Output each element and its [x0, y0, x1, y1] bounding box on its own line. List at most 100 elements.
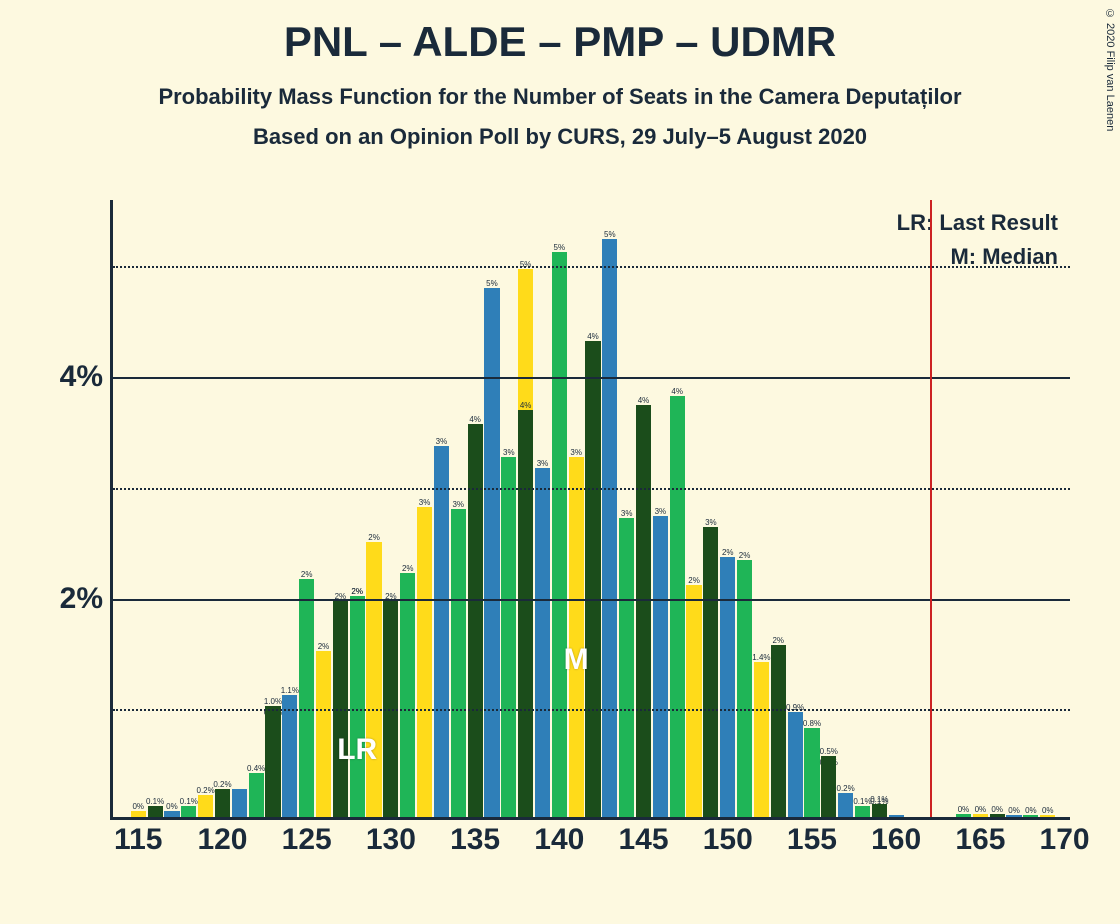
bar: 0.1%: [872, 804, 887, 817]
bar: 5%: [552, 252, 567, 817]
y-axis-label: 2%: [60, 582, 103, 616]
bar: 4%: [636, 405, 651, 817]
bar: 2%: [299, 579, 314, 817]
x-axis-label: 160: [871, 823, 921, 857]
bar-value-label: 3%: [655, 507, 667, 516]
y-axis-label: 4%: [60, 360, 103, 394]
copyright-text: © 2020 Filip van Laenen: [1104, 8, 1116, 131]
bar: 3%: [501, 457, 516, 817]
bar-value-label: 4%: [469, 415, 481, 424]
x-axis-label: 140: [534, 823, 584, 857]
x-axis-label: 155: [787, 823, 837, 857]
bar: 0.1%: [855, 806, 870, 817]
bar-value-label: 0.8%: [803, 719, 821, 728]
bars-container: 0%0.1%0%0.1%0.2%0.2%0.4%0.9%1.0%1.1%2%2%…: [113, 200, 1070, 817]
bar: 2%: [400, 573, 415, 817]
bar-value-label: 5%: [486, 279, 498, 288]
bar-value-label: 5%: [604, 230, 616, 239]
bar: 3%: [417, 507, 432, 817]
bar: 0.5%: [821, 756, 836, 817]
title-sub2: Based on an Opinion Poll by CURS, 29 Jul…: [0, 124, 1120, 150]
bar: 4%: [585, 341, 600, 817]
bar-value-label: 3%: [621, 509, 633, 518]
bar-value-label: 0%: [1025, 806, 1037, 815]
bar: 3%: [434, 446, 449, 817]
bar-value-label: 2%: [722, 548, 734, 557]
plot-area: LR: Last Result M: Median 0%0.1%0%0.1%0.…: [110, 200, 1070, 820]
bar-value-label: 3%: [503, 448, 515, 457]
bar-value-label: 1.0%: [264, 697, 282, 706]
bar-value-label: 0.1%: [146, 797, 164, 806]
bar: 0.2%: [198, 795, 213, 817]
bar-value-label: 0.4%: [247, 764, 265, 773]
x-axis-label: 115: [114, 823, 162, 857]
bar: 4%: [518, 410, 533, 817]
bar-value-label: 2%: [739, 551, 751, 560]
bar-value-label: 2%: [351, 587, 363, 596]
bar: 0.9%: [788, 712, 803, 817]
bar-value-label: 0.1%: [870, 795, 888, 804]
bar: 4%: [670, 396, 685, 817]
x-axis-label: 130: [366, 823, 416, 857]
bar: 3%: [451, 509, 466, 817]
bar: 4%: [468, 424, 483, 817]
bar-value-label: 1.4%: [752, 653, 770, 662]
x-axis-label: 135: [450, 823, 500, 857]
bar: 3%: [535, 468, 550, 817]
bar-value-label: 4%: [587, 332, 599, 341]
x-axis-label: 125: [282, 823, 332, 857]
bar: 3%: [653, 516, 668, 817]
bar-value-label: 3%: [452, 500, 464, 509]
gridline: [113, 488, 1070, 490]
bar: [889, 815, 904, 817]
title-main: PNL – ALDE – PMP – UDMR: [0, 18, 1120, 66]
bar: 2%: [350, 596, 365, 817]
bar-value-label: 2%: [368, 533, 380, 542]
annotation-m: M: [564, 643, 589, 677]
gridline: [113, 599, 1070, 601]
title-sub1: Probability Mass Function for the Number…: [0, 84, 1120, 110]
bar: 3%: [569, 457, 584, 817]
bar: [232, 789, 247, 817]
gridline: [113, 266, 1070, 268]
bar-value-label: 2%: [301, 570, 313, 579]
bar-value-label: 3%: [537, 459, 549, 468]
gridline: [113, 709, 1070, 711]
bar: 0.2%: [215, 789, 230, 817]
bar-value-label: 4%: [520, 401, 532, 410]
bar-value-label: 2%: [688, 576, 700, 585]
x-axis-label: 120: [197, 823, 247, 857]
bar: 2%: [366, 542, 381, 817]
bar-value-label: 0.1%: [180, 797, 198, 806]
x-axis-label: 150: [703, 823, 753, 857]
bar-value-label: 3%: [419, 498, 431, 507]
bar-value-label: 4%: [638, 396, 650, 405]
bar-value-label: 1.1%: [281, 686, 299, 695]
annotation-lr: LR: [337, 733, 377, 767]
bar-value-label: 0.5%: [820, 747, 838, 756]
bar: 2%: [316, 651, 331, 817]
bar-value-label: 0%: [975, 805, 987, 814]
gridline: [113, 377, 1070, 379]
x-axis-label: 145: [618, 823, 668, 857]
bar: 0%: [973, 814, 988, 817]
bar: 0%: [956, 814, 971, 817]
bar: 3%: [703, 527, 718, 817]
bar: 3%: [619, 518, 634, 817]
bar-value-label: 5%: [554, 243, 566, 252]
bar-value-label: 0%: [991, 805, 1003, 814]
bar-value-label: 0%: [1008, 806, 1020, 815]
x-axis-label: 165: [955, 823, 1005, 857]
x-axis-label: 170: [1040, 823, 1090, 857]
bar: 0.4%: [249, 773, 264, 817]
bar: 2%: [686, 585, 701, 818]
bar: 0.2%: [838, 793, 853, 817]
bar-value-label: 3%: [436, 437, 448, 446]
bar: 0%: [1040, 815, 1055, 817]
bar: 5%: [484, 288, 499, 817]
bar: 0.1%: [148, 806, 163, 817]
bar: 0%: [131, 811, 146, 817]
bar-value-label: 2%: [402, 564, 414, 573]
bar: 0%: [1006, 815, 1021, 817]
bar-value-label: 3%: [705, 518, 717, 527]
